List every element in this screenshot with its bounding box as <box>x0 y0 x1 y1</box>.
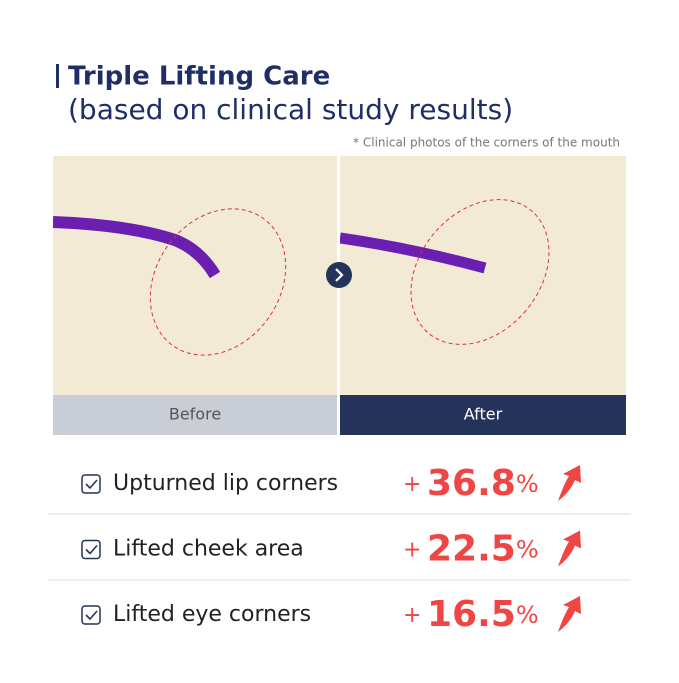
checkbox <box>81 605 101 625</box>
checkmark <box>85 610 98 621</box>
title-bar <box>56 64 59 88</box>
result-label: Lifted eye corners <box>113 602 311 627</box>
checkmark <box>85 544 98 555</box>
value: 16.5 <box>427 594 516 635</box>
result-value: 16.5% <box>427 594 539 635</box>
note: * Clinical photos of the corners of the … <box>353 136 620 150</box>
up-arrow <box>558 465 581 501</box>
sign: + <box>403 472 421 497</box>
arrow-icon <box>335 268 344 282</box>
title: Triple Lifting Care <box>68 62 330 92</box>
checkmark <box>85 479 98 490</box>
up-arrow <box>558 530 581 567</box>
sign: + <box>403 538 421 563</box>
checkbox <box>81 474 101 494</box>
unit: % <box>516 470 539 498</box>
arrow-circle <box>326 262 352 288</box>
after-label-bar <box>340 395 626 435</box>
result-label: Upturned lip corners <box>113 471 338 496</box>
unit: % <box>516 601 539 629</box>
value: 22.5 <box>427 529 516 570</box>
before-label-bar <box>53 395 337 435</box>
after-label: After <box>464 405 503 424</box>
before-photo <box>53 156 337 395</box>
checkbox <box>81 539 101 560</box>
result-label: Lifted cheek area <box>113 537 304 562</box>
before-label: Before <box>169 405 221 424</box>
result-value: 36.8% <box>427 463 539 504</box>
result-value: 22.5% <box>427 529 539 570</box>
subtitle: (based on clinical study results) <box>68 93 513 126</box>
sign: + <box>403 603 421 628</box>
after-photo <box>340 156 626 395</box>
up-arrow <box>558 596 581 632</box>
unit: % <box>516 536 539 564</box>
value: 36.8 <box>427 463 516 504</box>
